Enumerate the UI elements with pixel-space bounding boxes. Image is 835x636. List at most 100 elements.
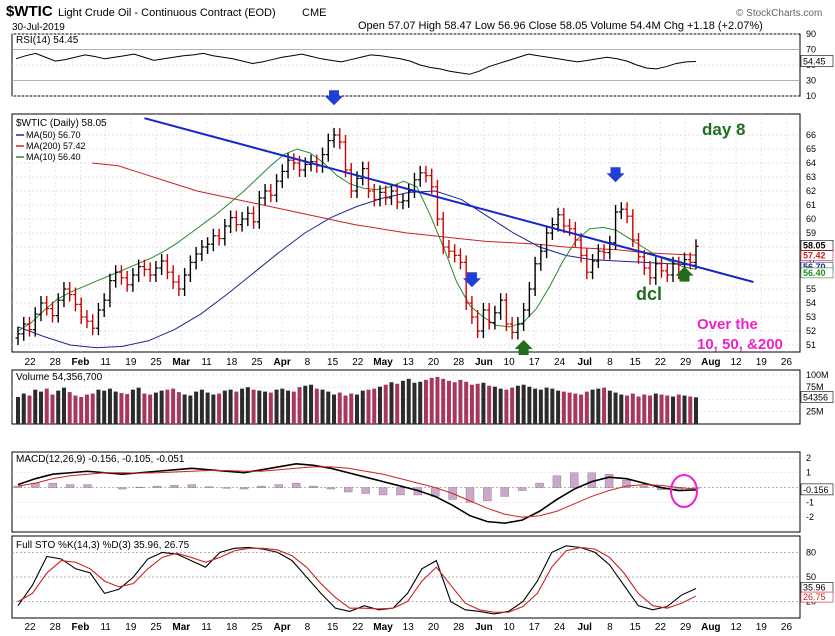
rsi-tick-label: 90	[806, 29, 816, 39]
sto-tick-label: 50	[806, 572, 816, 582]
volume-tick-label: 100M	[806, 370, 829, 380]
blue-down-arrow	[606, 167, 625, 183]
volume-bar	[400, 380, 405, 424]
sto-x-tick-label: Apr	[274, 622, 291, 633]
volume-bar	[607, 390, 612, 424]
price-tick-label: 62	[806, 186, 816, 196]
over-annotation-line2: 10, 50, &200	[697, 336, 783, 353]
price-x-tick-label: 19	[125, 357, 137, 368]
macd-tick-label: 1	[806, 468, 811, 478]
sto-x-tick-label: 15	[630, 622, 642, 633]
volume-bar	[125, 394, 130, 424]
volume-bar	[659, 394, 664, 424]
volume-bar	[61, 387, 66, 424]
volume-bar	[682, 395, 687, 424]
price-tick-label: 63	[806, 172, 816, 182]
dcl-annotation: dcl	[636, 284, 662, 304]
price-tick-label: 54	[806, 298, 816, 308]
price-x-tick-label: 26	[781, 357, 793, 368]
volume-bar	[510, 387, 515, 424]
macd-histogram-bar	[361, 487, 370, 494]
volume-bar	[159, 390, 164, 424]
volume-bar	[475, 383, 480, 424]
macd-highlight-circle	[670, 474, 698, 508]
macd-histogram-bar	[326, 487, 336, 490]
rsi-tick-label: 10	[806, 91, 816, 101]
volume-bar	[458, 379, 463, 424]
green-up-arrow	[675, 266, 694, 282]
volume-bar	[498, 388, 503, 424]
macd-tick-label: -2	[806, 512, 814, 522]
price-x-tick-label: 11	[100, 357, 111, 368]
volume-bar	[263, 391, 268, 424]
volume-bar	[343, 395, 348, 424]
macd-value-label: -0.156	[803, 485, 829, 495]
sto-x-tick-label: 28	[50, 622, 62, 633]
volume-bar	[561, 391, 566, 424]
volume-bar	[504, 389, 509, 424]
price-x-tick-label: 18	[226, 357, 238, 368]
price-value-box	[800, 250, 834, 261]
price-tick-label: 60	[806, 214, 816, 224]
macd-value-box	[800, 483, 834, 496]
price-tick-label: 59	[806, 228, 816, 238]
volume-bar	[389, 382, 394, 424]
macd-histogram-bar	[170, 485, 179, 488]
volume-bar	[418, 381, 423, 424]
sto-x-tick-label: 11	[201, 622, 212, 633]
rsi-value-box	[800, 55, 834, 67]
sto-x-tick-label: Jun	[475, 622, 493, 633]
sto-label: Full STO %K(14,3) %D(3) 35.96, 26.75	[16, 540, 190, 551]
green-up-arrow	[514, 340, 533, 355]
volume-bar	[349, 393, 354, 424]
sto-x-tick-label: May	[373, 622, 393, 633]
blue-down-arrow	[462, 272, 481, 288]
price-x-tick-label: 29	[680, 357, 692, 368]
volume-bar	[234, 391, 239, 424]
volume-bar	[257, 390, 262, 424]
volume-bar	[194, 391, 199, 424]
sto-x-tick-label: 18	[226, 622, 238, 633]
sto-value-box	[800, 591, 834, 603]
volume-bar	[222, 390, 227, 424]
volume-bar	[291, 391, 296, 424]
volume-bar	[136, 387, 141, 424]
volume-bar	[556, 390, 561, 424]
volume-bar	[199, 389, 204, 424]
volume-bar	[337, 392, 342, 424]
macd-tick-label: -1	[806, 497, 814, 507]
exchange-label: CME	[302, 7, 326, 19]
macd-histogram-bar	[517, 487, 527, 491]
volume-bar	[142, 393, 147, 424]
sto-x-tick-label: 26	[781, 622, 793, 633]
day-count-annotation: day 8	[702, 120, 745, 139]
volume-value-box	[800, 391, 834, 403]
sto-x-tick-label: 17	[529, 622, 541, 633]
volume-bar	[469, 384, 474, 424]
sto-x-tick-label: 25	[151, 622, 163, 633]
volume-bar	[297, 387, 302, 424]
sto-x-tick-label: 22	[352, 622, 364, 633]
macd-tick-label: 2	[806, 453, 811, 463]
price-x-tick-label: 19	[756, 357, 768, 368]
ma-line-ma200	[91, 162, 697, 256]
price-tick-label: 65	[806, 144, 816, 154]
volume-bar	[665, 395, 670, 424]
price-x-tick-label: 10	[504, 357, 516, 368]
price-x-tick-label: 22	[24, 357, 36, 368]
sto-x-tick-label: 20	[428, 622, 440, 633]
sto-x-tick-label: 29	[680, 622, 692, 633]
volume-bar	[332, 394, 337, 424]
macd-histogram-bar	[378, 487, 388, 496]
volume-bar	[360, 390, 365, 424]
macd-line	[17, 463, 697, 524]
price-x-tick-label: 12	[730, 357, 742, 368]
volume-bar	[176, 392, 181, 424]
price-x-tick-label: 15	[630, 357, 642, 368]
volume-bar	[96, 389, 101, 424]
volume-bar	[492, 386, 497, 424]
volume-bar	[441, 378, 446, 424]
volume-bar	[372, 388, 377, 424]
sto-x-tick-label: 13	[403, 622, 415, 633]
volume-bar	[240, 388, 245, 424]
